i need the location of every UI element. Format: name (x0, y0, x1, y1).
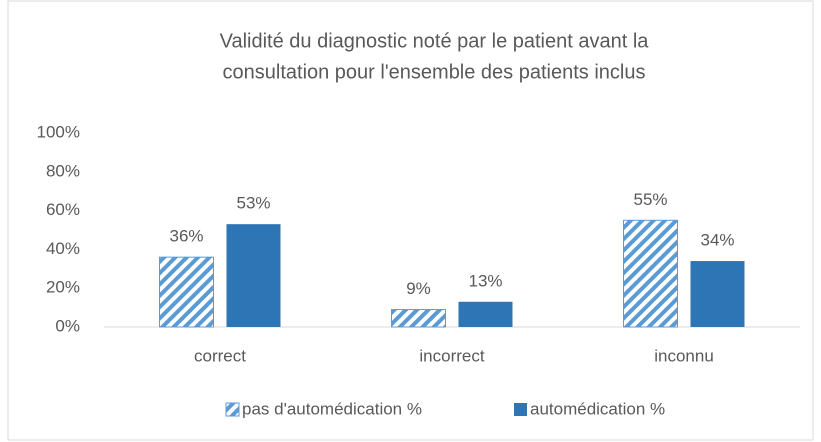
data-label: 53% (236, 194, 270, 213)
data-label: 55% (633, 190, 667, 209)
legend-swatch (225, 402, 240, 417)
bar (391, 309, 446, 328)
y-tick-label: 100% (37, 122, 80, 141)
chart-border (7, 0, 814, 441)
legend-label: pas d'automédication % (242, 399, 422, 418)
y-tick-label: 40% (46, 239, 80, 258)
y-tick-label: 0% (55, 316, 80, 335)
x-tick-label: correct (194, 346, 246, 365)
x-tick-label: incorrect (419, 346, 484, 365)
y-tick-label: 20% (46, 278, 80, 297)
legend-label: automédication % (530, 399, 665, 418)
y-tick-label: 80% (46, 161, 80, 180)
data-label: 9% (406, 279, 431, 298)
chart-title: Validité du diagnostic noté par le patie… (220, 30, 650, 52)
bar (458, 301, 513, 327)
chart-title: consultation pour l'ensemble des patient… (223, 61, 646, 83)
bar (623, 219, 678, 328)
data-label: 13% (468, 271, 502, 290)
legend-swatch (514, 403, 527, 416)
data-label: 34% (700, 231, 734, 250)
x-tick-label: inconnu (654, 346, 714, 365)
bar (226, 224, 281, 327)
y-tick-label: 60% (46, 200, 80, 219)
data-label: 36% (169, 227, 203, 246)
bar (690, 261, 745, 327)
bar (159, 256, 214, 328)
